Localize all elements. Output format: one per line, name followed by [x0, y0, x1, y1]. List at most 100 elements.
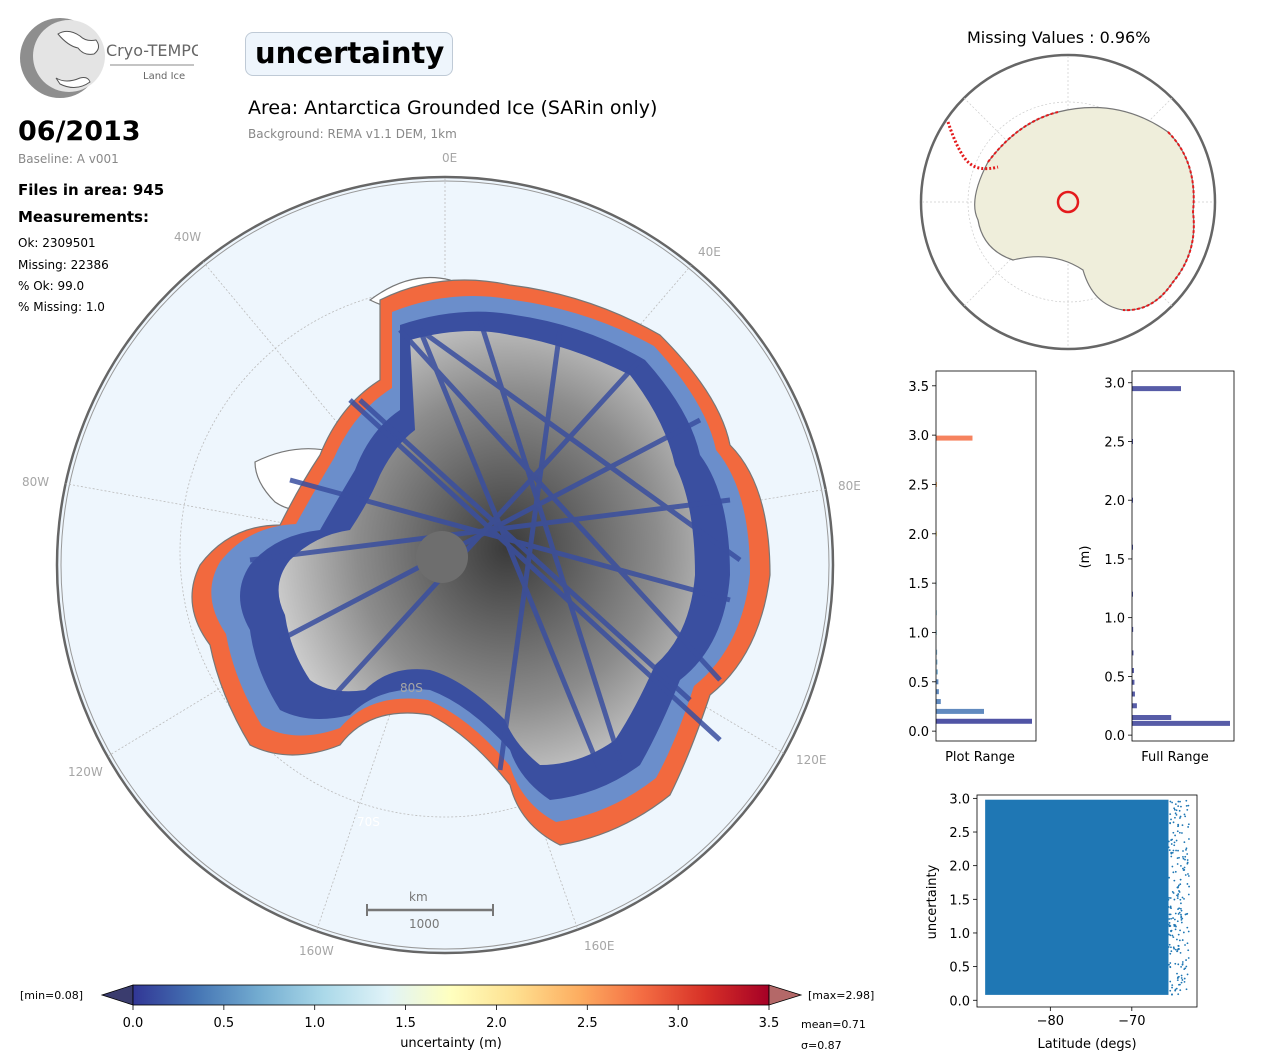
histogram-bar — [1132, 626, 1134, 632]
measurements-title: Measurements: — [18, 208, 149, 226]
scatter-point — [1173, 841, 1176, 844]
scatter-point — [1176, 857, 1179, 859]
hist2-ylabel: (m) — [1078, 546, 1093, 569]
histogram-bar — [936, 699, 941, 705]
scatter-point — [1178, 911, 1181, 914]
scatter-point — [1176, 950, 1179, 952]
scatter-point — [1169, 980, 1172, 983]
histogram-bar — [936, 649, 938, 655]
scatter-point — [1179, 989, 1182, 992]
scatter-point — [1172, 821, 1175, 824]
scatter-point — [1168, 896, 1170, 899]
scatter-dense-block — [985, 799, 1169, 995]
y-tick-label: 1.0 — [949, 927, 970, 942]
scatter-point — [1185, 847, 1188, 850]
antarctica-data — [191, 279, 771, 846]
scatter-point — [1168, 849, 1171, 852]
scatter-point — [1184, 855, 1187, 858]
scatter-point — [1180, 902, 1182, 905]
scatter-point — [1176, 977, 1179, 979]
y-tick-label: 1.5 — [1104, 553, 1125, 568]
scatter-point — [1169, 897, 1172, 899]
scatter-point — [1184, 874, 1187, 876]
scatter-point — [1172, 936, 1175, 939]
scatter-point — [1185, 959, 1187, 961]
y-tick-label: 2.0 — [949, 860, 970, 875]
histogram-bar — [936, 659, 938, 665]
scatter-point — [1175, 839, 1178, 842]
scatter-point — [1174, 803, 1177, 806]
lat-label: 70S — [357, 815, 380, 829]
scatter-point — [1177, 993, 1180, 996]
lon-label: 120E — [796, 753, 827, 767]
scatter-point — [1180, 966, 1182, 968]
colorbar-tick-label: 3.0 — [668, 1016, 689, 1031]
scatter-point — [1167, 933, 1170, 936]
histogram-bar — [936, 610, 937, 616]
scatter-point — [1174, 988, 1177, 991]
colorbar: 0.0 0.5 1.0 1.5 2.0 2.5 3.0 3.5 [min=0.08] [max… — [20, 984, 874, 1052]
scatter-point — [1186, 859, 1189, 861]
scatter-point — [1177, 805, 1180, 808]
scatter-point — [1169, 929, 1172, 932]
scatter-point — [1179, 898, 1182, 901]
histogram-bar — [936, 689, 939, 695]
y-tick-label: 1.0 — [1104, 612, 1125, 627]
scatter-point — [1180, 977, 1183, 979]
scatter-point — [1167, 906, 1170, 908]
scatter-point — [1170, 843, 1173, 845]
scatter-point — [1176, 886, 1179, 889]
colorbar-tick-label: 0.0 — [123, 1016, 144, 1031]
y-tick-label: 2.0 — [908, 528, 929, 543]
scatter-point — [1188, 885, 1190, 888]
pct-ok: % Ok: 99.0 — [18, 279, 85, 293]
scatter-point — [1179, 878, 1182, 881]
scatter-point — [1178, 856, 1180, 859]
scatter-point — [1168, 918, 1171, 920]
y-tick-label: 0.0 — [949, 994, 970, 1009]
scatter-point — [1169, 925, 1172, 927]
histogram-bar — [936, 435, 973, 441]
inset-map — [919, 53, 1217, 351]
scatter-point — [1183, 980, 1186, 983]
scatter-point — [1182, 850, 1184, 852]
scatter-point — [1169, 952, 1172, 955]
scatter-point — [1170, 852, 1173, 855]
y-tick-label: 2.5 — [908, 478, 929, 493]
scatter-point — [1173, 898, 1176, 901]
scatter-point — [1188, 838, 1190, 840]
scatter-point — [1178, 831, 1181, 834]
scatter-point — [1170, 818, 1172, 821]
scatter-point — [1169, 822, 1172, 824]
scatter-point — [1180, 916, 1183, 919]
scatter-point — [1171, 993, 1173, 996]
pct-missing: % Missing: 1.0 — [18, 300, 105, 314]
histogram-bar — [1132, 691, 1135, 697]
scatter-point — [1187, 875, 1190, 877]
histogram-bar — [1132, 591, 1133, 597]
scatter-point — [1180, 981, 1183, 984]
scatter-point — [1178, 907, 1181, 910]
scatter-point — [1176, 897, 1179, 900]
scatter-point — [1177, 947, 1180, 950]
scatter-point — [1179, 907, 1182, 910]
scatter-point — [1169, 800, 1172, 803]
lon-label: 120W — [68, 765, 103, 779]
parameter-title: uncertainty — [255, 36, 445, 70]
scatter-point — [1176, 830, 1179, 833]
histogram-bar — [936, 679, 939, 685]
lon-label: 40W — [174, 230, 201, 244]
scatter-point — [1185, 965, 1188, 968]
colorbar-sigma-label: σ=0.87 — [801, 1039, 842, 1052]
scatter-point — [1179, 817, 1181, 819]
scatter-point — [1177, 823, 1180, 826]
scatter-point — [1187, 957, 1190, 959]
scatter-point — [1180, 918, 1183, 921]
scatter-point — [1174, 816, 1176, 819]
y-tick-label: 0.5 — [908, 676, 929, 691]
colorbar-tick-label: 1.5 — [395, 1016, 416, 1031]
scatter-point — [1184, 944, 1186, 946]
scatter-point — [1173, 808, 1176, 811]
lon-label: 160E — [584, 939, 615, 953]
scatter-latitude: 0.00.51.01.52.02.53.0−80 −70 uncertainty … — [925, 792, 1198, 1052]
